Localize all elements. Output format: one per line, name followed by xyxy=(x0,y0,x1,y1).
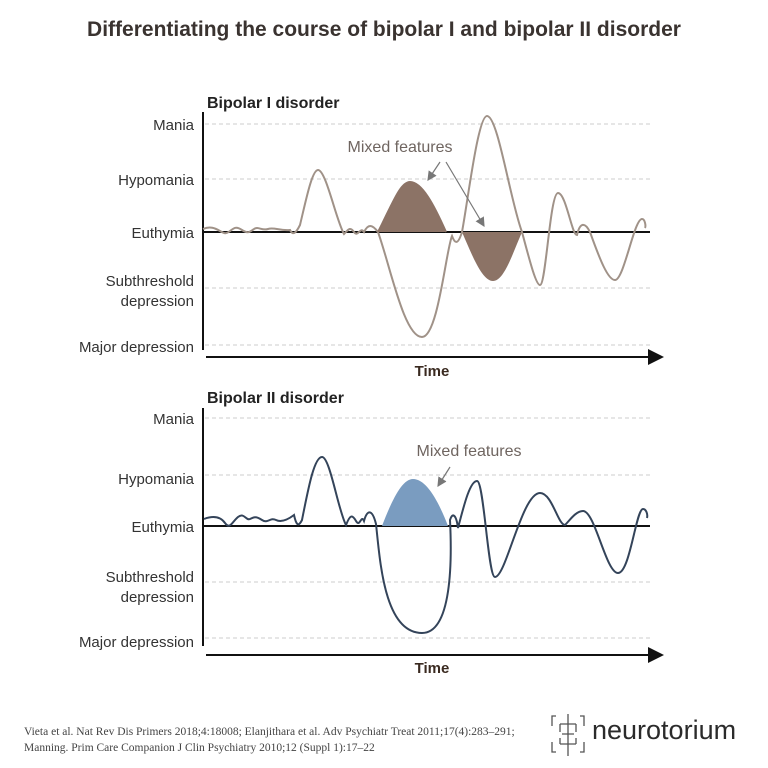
panel-heading: Bipolar I disorder xyxy=(207,95,339,112)
level-major-depression: Major depression xyxy=(79,634,194,651)
x-label: Time xyxy=(415,363,450,380)
panel-heading: Bipolar II disorder xyxy=(207,390,344,407)
reference-line: Manning. Prim Care Companion J Clin Psyc… xyxy=(24,742,375,754)
page-title: Differentiating the course of bipolar I … xyxy=(87,18,681,41)
level-subthreshold: Subthreshold xyxy=(106,569,194,586)
neurotorium-logo-icon xyxy=(551,714,585,756)
reference-line: Vieta et al. Nat Rev Dis Primers 2018;4:… xyxy=(24,726,515,738)
annotation-mixed-features: Mixed features xyxy=(417,443,522,460)
level-euthymia: Euthymia xyxy=(131,519,194,536)
annotation-mixed-features: Mixed features xyxy=(348,139,453,156)
level-hypomania: Hypomania xyxy=(118,172,195,189)
mixed-features-fill xyxy=(462,232,522,281)
mood-line xyxy=(203,455,649,635)
mood-line xyxy=(202,114,647,339)
mixed-features-fill xyxy=(382,479,448,526)
level-major-depression: Major depression xyxy=(79,339,194,356)
level-mania: Mania xyxy=(153,117,195,134)
brand-name: neurotorium xyxy=(592,715,737,745)
level-euthymia: Euthymia xyxy=(131,225,194,242)
level-hypomania: Hypomania xyxy=(118,471,195,488)
level-depression: depression xyxy=(121,293,194,310)
annotation-arrow xyxy=(427,161,441,181)
x-label: Time xyxy=(415,660,450,677)
mixed-features-fill xyxy=(378,182,446,232)
level-depression: depression xyxy=(121,589,194,606)
level-mania: Mania xyxy=(153,411,195,428)
panel-bipolar-2: Bipolar II disorder Mania Hypomania Euth… xyxy=(79,390,664,677)
panel-bipolar-1: Bipolar I disorder Mania Hypomania Euthy… xyxy=(79,95,664,380)
level-subthreshold: Subthreshold xyxy=(106,273,194,290)
annotation-arrow xyxy=(437,466,451,488)
annotation-arrow xyxy=(445,161,485,228)
references: Vieta et al. Nat Rev Dis Primers 2018;4:… xyxy=(24,724,515,756)
